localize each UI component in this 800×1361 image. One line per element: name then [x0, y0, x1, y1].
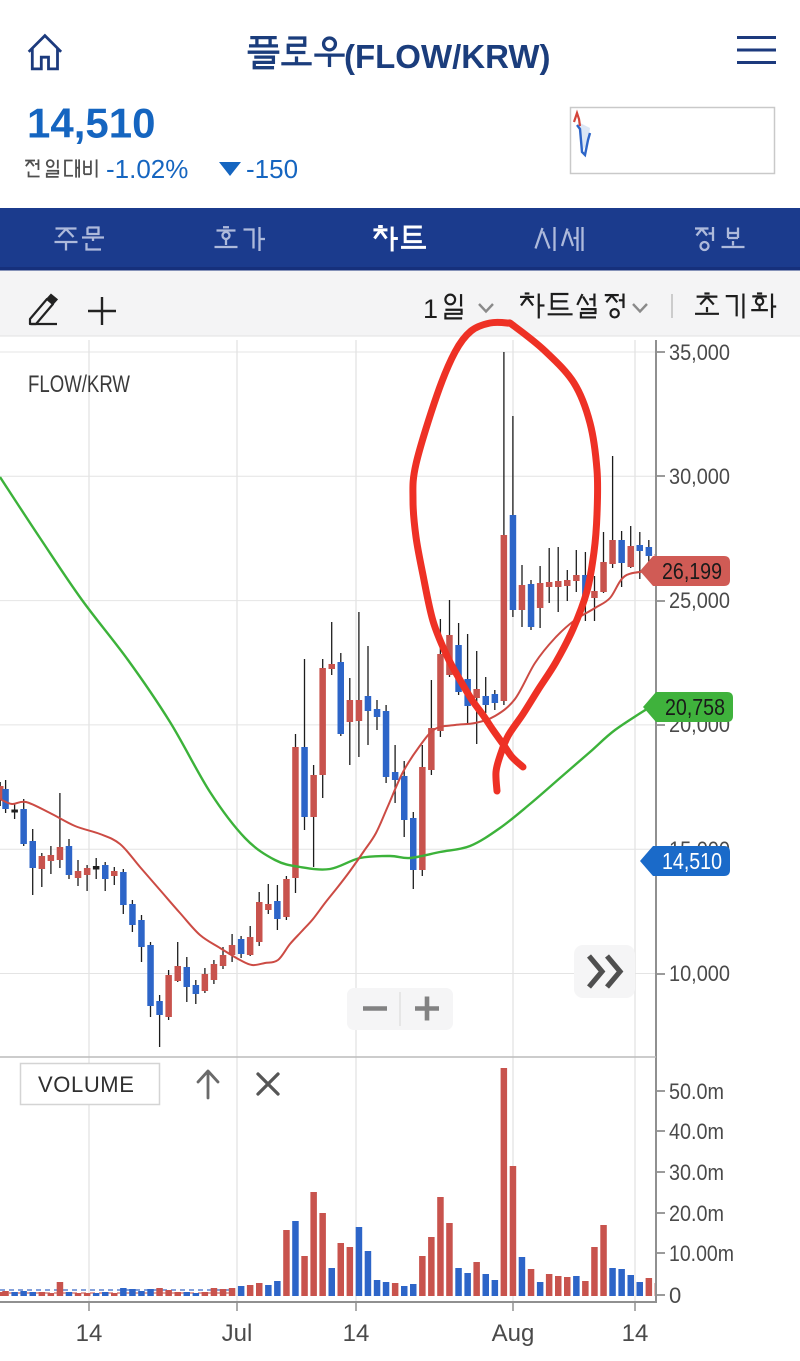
svg-text:14: 14 — [343, 1320, 370, 1347]
svg-text:0: 0 — [669, 1283, 681, 1308]
svg-text:-150: -150 — [246, 154, 298, 184]
svg-text:20,758: 20,758 — [665, 694, 725, 720]
svg-text:VOLUME: VOLUME — [38, 1072, 135, 1097]
svg-text:10,000: 10,000 — [669, 961, 730, 986]
svg-text:-1.02%: -1.02% — [106, 154, 188, 184]
svg-text:Jul: Jul — [222, 1320, 253, 1347]
svg-text:20.0m: 20.0m — [669, 1201, 724, 1226]
svg-text:FLOW/KRW: FLOW/KRW — [28, 371, 130, 398]
svg-text:Aug: Aug — [492, 1320, 535, 1347]
svg-text:30.0m: 30.0m — [669, 1160, 724, 1185]
svg-text:(FLOW/KRW): (FLOW/KRW) — [344, 38, 551, 75]
svg-text:14: 14 — [622, 1320, 649, 1347]
svg-text:1: 1 — [423, 294, 438, 324]
svg-text:40.0m: 40.0m — [669, 1119, 724, 1144]
svg-text:14,510: 14,510 — [662, 848, 722, 874]
svg-text:14: 14 — [76, 1320, 103, 1347]
svg-text:25,000: 25,000 — [669, 588, 730, 613]
svg-text:10.00m: 10.00m — [669, 1241, 734, 1266]
svg-text:26,199: 26,199 — [662, 558, 722, 584]
svg-text:35,000: 35,000 — [669, 340, 730, 365]
svg-text:30,000: 30,000 — [669, 464, 730, 489]
svg-text:50.0m: 50.0m — [669, 1079, 724, 1104]
svg-text:14,510: 14,510 — [27, 100, 155, 147]
